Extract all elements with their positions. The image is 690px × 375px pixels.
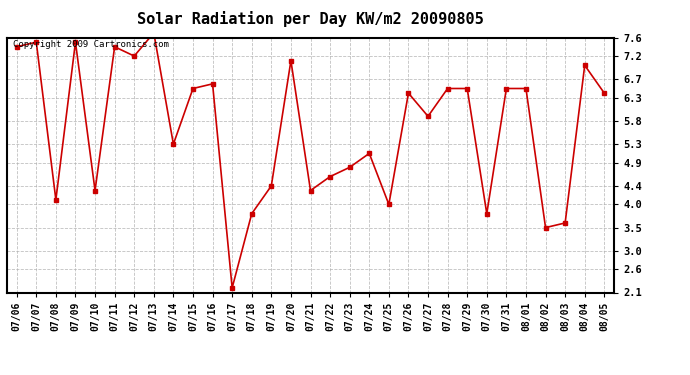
Text: Solar Radiation per Day KW/m2 20090805: Solar Radiation per Day KW/m2 20090805	[137, 11, 484, 27]
Text: Copyright 2009 Cartronics.com: Copyright 2009 Cartronics.com	[13, 40, 169, 49]
